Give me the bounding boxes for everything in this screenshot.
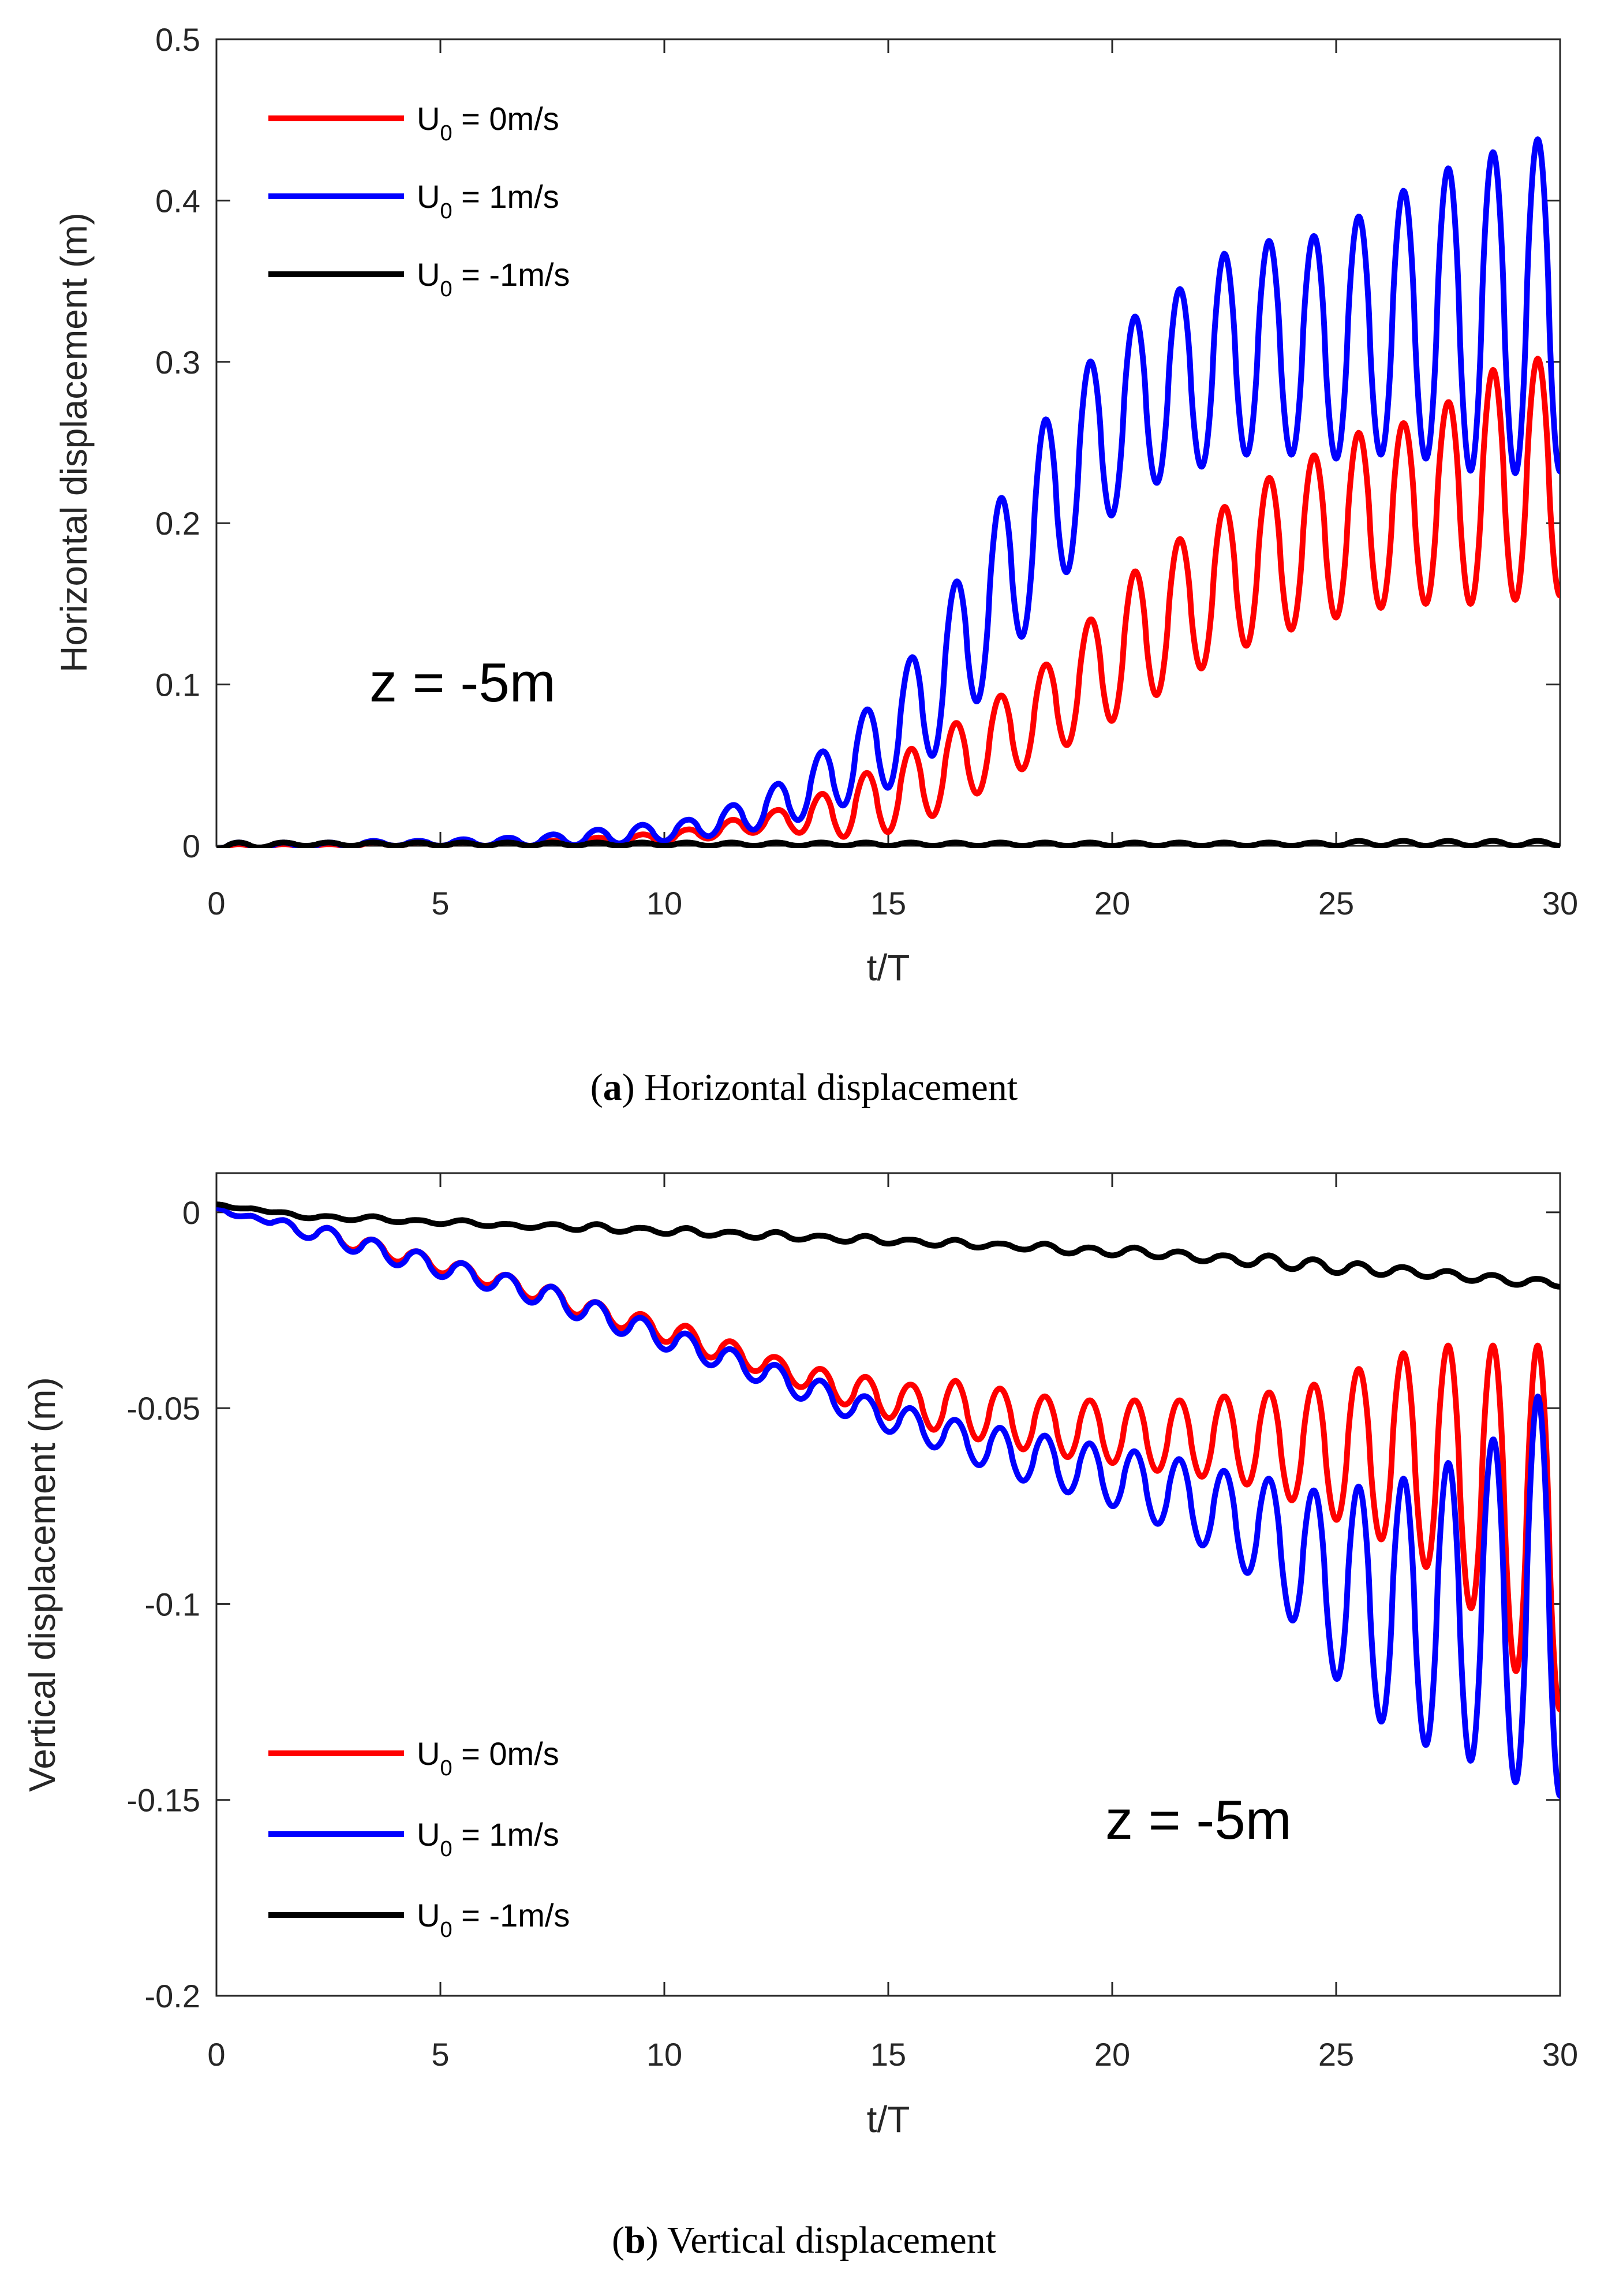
y-tick-label: -0.2: [145, 1978, 201, 2014]
x-tick-label: 5: [431, 2036, 449, 2073]
depth-annotation: z = -5m: [1105, 1789, 1292, 1851]
x-tick-label: 10: [646, 885, 682, 921]
y-tick-label: 0.1: [155, 667, 200, 703]
legend-label-1: U0 = 1m/s: [417, 178, 559, 223]
y-tick-label: 0.5: [155, 21, 200, 58]
subfigure-caption: (a) Horizontal displacement: [590, 1066, 1018, 1108]
y-tick-label: 0: [182, 828, 200, 864]
legend-label-1: U0 = 1m/s: [417, 1816, 559, 1861]
legend-label-2: U0 = -1m/s: [417, 1897, 570, 1942]
x-tick-label: 20: [1094, 2036, 1130, 2073]
plot-frame: [215, 38, 1561, 847]
x-axis-label: t/T: [867, 947, 910, 988]
y-axis-label: Horizontal displacement (m): [53, 212, 95, 673]
x-tick-label: 15: [870, 885, 906, 921]
legend-label-0: U0 = 0m/s: [417, 100, 559, 145]
y-tick-label: -0.15: [126, 1782, 200, 1819]
depth-annotation: z = -5m: [369, 652, 556, 714]
legend-label-2: U0 = -1m/s: [417, 256, 570, 301]
y-tick-label: 0: [182, 1194, 200, 1231]
plot-frame: [215, 1172, 1561, 1997]
x-tick-label: 30: [1542, 2036, 1578, 2073]
x-tick-label: 25: [1318, 2036, 1354, 2073]
y-tick-label: 0.4: [155, 182, 200, 219]
x-tick-label: 20: [1094, 885, 1130, 921]
x-tick-label: 25: [1318, 885, 1354, 921]
x-tick-label: 15: [870, 2036, 906, 2073]
x-tick-label: 0: [207, 885, 225, 921]
chart-panel-a: 0 5 10 15 20 25 30 0 0.1 0.2 0.3 0.4 0.5 t/T Horizonta…: [53, 21, 1578, 1108]
series-line-1: [216, 1205, 1560, 1799]
y-tick-label: -0.1: [145, 1586, 201, 1622]
series-line-2: [216, 1201, 1560, 1290]
x-axis-label: t/T: [867, 2099, 910, 2140]
x-tick-label: 30: [1542, 885, 1578, 921]
y-axis-label: Vertical displacement (m): [21, 1377, 63, 1791]
series-line-2: [216, 838, 1560, 848]
series-line-0: [216, 1205, 1560, 1713]
x-tick-label: 10: [646, 2036, 682, 2073]
subfigure-caption: (b) Vertical displacement: [612, 2219, 996, 2261]
x-tick-label: 0: [207, 2036, 225, 2073]
x-tick-label: 5: [431, 885, 449, 921]
chart-panel-b: 0 5 10 15 20 25 30 0 -0.05 -0.1 -0.15 -0.2 t/T Vertic…: [21, 1172, 1578, 2261]
y-tick-label: -0.05: [126, 1390, 200, 1427]
y-tick-label: 0.3: [155, 344, 200, 380]
y-tick-label: 0.2: [155, 505, 200, 542]
legend-label-0: U0 = 0m/s: [417, 1735, 559, 1780]
